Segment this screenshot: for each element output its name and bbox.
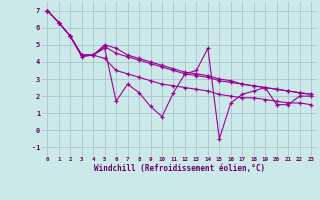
X-axis label: Windchill (Refroidissement éolien,°C): Windchill (Refroidissement éolien,°C) <box>94 164 265 173</box>
